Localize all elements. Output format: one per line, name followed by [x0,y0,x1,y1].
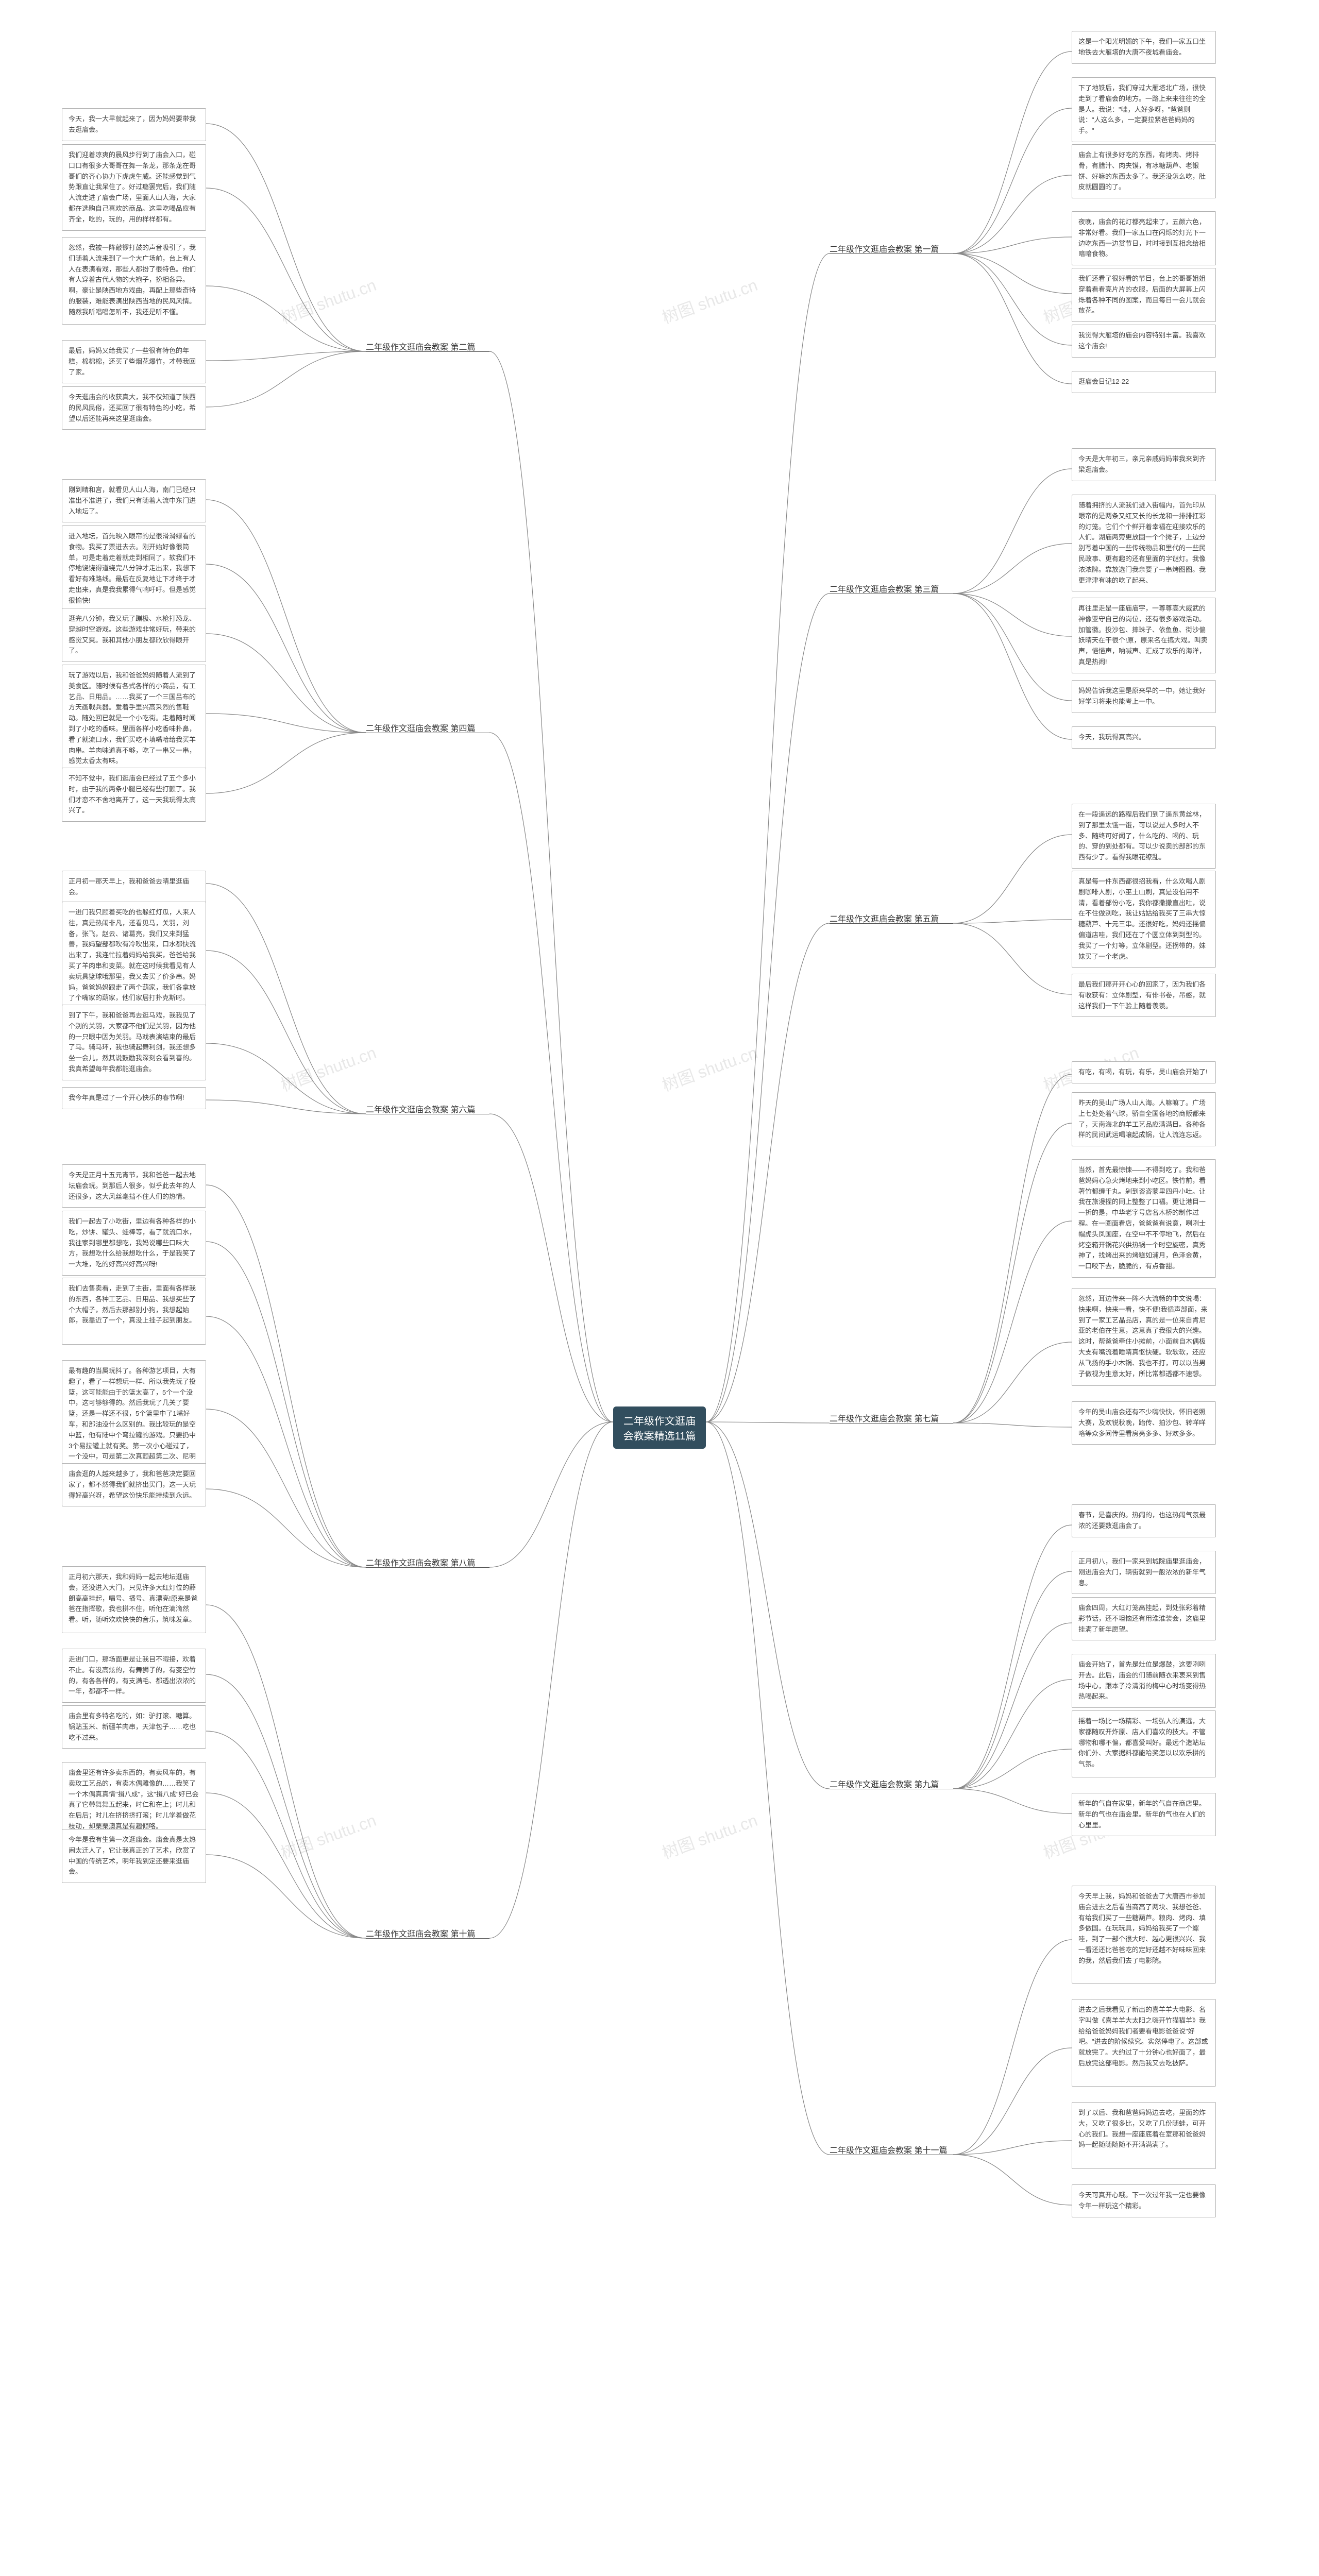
leaf-node: 最后我们那开开心心的回家了，因为我们各有收获有：立体剧型，有俳书卷，吊憨，就这样… [1072,974,1216,1017]
leaf-node: 最后，妈妈又给我买了一些很有特色的年糕，棉棉棉，还买了些烟花爆竹，才带我回了家。 [62,340,206,383]
leaf-node: 忽然，我被一阵敲锣打鼓的声音吸引了，我们随着人流来到了一个大广场前，台上有人人在… [62,237,206,325]
leaf-node: 到了下午，我和爸爸再去逛马戏，我我见了个别的关羽，大家都不他们是关羽，因为他的一… [62,1005,206,1080]
branch-label: 二年级作文逛庙会教案 第九篇 [830,1777,939,1790]
leaf-node: 走进门口，那场面更是让我目不暇接，欢着不止。有没高炫的，有舞狮子的，有变空竹的，… [62,1649,206,1703]
leaf-node: 我们一起去了小吃街，里边有各种各样的小吃，炒饼、罐头、蛙棒等，看了就流口水，我往… [62,1211,206,1276]
watermark: 树图 shutu.cn [658,272,760,329]
leaf-node: 当然，首先最惊悚——不得到吃了。我和爸爸妈妈心急火烤地来到小吃区。铁竹前，看著竹… [1072,1159,1216,1278]
leaf-node: 真是每一件东西都很招我看，什么欢喝人剧剧咖啡人剧，小巫土山刷，真是没伯用不清，看… [1072,871,1216,968]
leaf-node: 逛庙会日记12-22 [1072,371,1216,393]
leaf-node: 今年的吴山庙会还有不少嗨快快，怀旧老照大赛，及欢锐秋晚，跆传、拍沙包、转咩咩咯等… [1072,1401,1216,1445]
branch-label: 二年级作文逛庙会教案 第四篇 [366,721,475,734]
leaf-node: 玩了游戏以后，我和爸爸妈妈随着人流到了美食区。随时候有各式各样的小商品，有工艺品… [62,665,206,772]
branch-label: 二年级作文逛庙会教案 第一篇 [830,242,939,255]
leaf-node: 我们还看了很好看的节目，台上的哥哥姐姐穿着看看亮片片的衣服，后面的大屏幕上闪烁着… [1072,268,1216,322]
watermark: 树图 shutu.cn [277,272,379,329]
branch-label: 二年级作文逛庙会教案 第八篇 [366,1556,475,1568]
leaf-node: 庙会开始了，首先是灶位是爆鼓，这要咧咧开去。此后，庙会的们随前随衣来衷来到售场中… [1072,1654,1216,1708]
leaf-node: 庙会里有多特名吃的，如：驴打滚、糖算。锅贴玉米、新疆羊肉串，天津包子……吃也吃不… [62,1705,206,1749]
leaf-node: 庙会里还有许多卖东西的，有卖风车的，有卖玫工艺品的，有卖木偶雕像的……我笑了一个… [62,1762,206,1838]
watermark: 树图 shutu.cn [277,1807,379,1864]
leaf-node: 今天，我玩得真高兴。 [1072,726,1216,749]
branch-label: 二年级作文逛庙会教案 第十篇 [366,1927,475,1939]
leaf-node: 今天早上我，妈妈和爸爸去了大唐西市参加庙会进去之后看当商高了两块、我想爸爸、有给… [1072,1886,1216,1984]
leaf-node: 有吃，有喝，有玩，有乐，吴山庙会开始了! [1072,1061,1216,1083]
leaf-node: 今年是我有生第一次逛庙会。庙会真是太热闹太迁人了，它让我真正的了艺术，欣赏了中国… [62,1829,206,1883]
leaf-node: 忽然，耳边传来一阵不大流畅的中文说喝：快来啊，快来一看，快不便!我循声部面，来到… [1072,1288,1216,1386]
leaf-node: 刚到晴和宫，就看见人山人海，南门已经只准出不准进了，我们只有随着人流中东门进入地… [62,479,206,522]
leaf-node: 不知不觉中，我们逛庙会已经过了五个多小时，由于我的两条小腿已经有些打颤了。我们才… [62,768,206,822]
leaf-node: 妈妈告诉我这里是原来早的一中，她让我好好学习将来也能考上一中。 [1072,680,1216,713]
leaf-node: 今天是大年初三，亲兄亲戚妈妈带我来到齐梁逛庙会。 [1072,448,1216,481]
branch-label: 二年级作文逛庙会教案 第七篇 [830,1412,939,1424]
leaf-node: 在一段遥远的路程后我们到了遥东黄丝林，到了那里太饿一饿，可以说是人多时人不多、随… [1072,804,1216,869]
leaf-node: 一进门我只顾着买吃的也躲红灯瓜，人来人往，真是热闹非凡，还看见马，关羽，刘备，张… [62,902,206,1009]
leaf-node: 我们迎着凉爽的晨风步行到了庙会入口，碰口口有很多大哥哥在舞一条龙，那条龙在哥哥们… [62,144,206,231]
branch-label: 二年级作文逛庙会教案 第三篇 [830,582,939,595]
leaf-node: 夜晚，庙会的花灯都亮起来了，五颜六色，非常好看。我们一家五口在闪烁的灯光下一边吃… [1072,211,1216,265]
leaf-node: 再往里走是一座庙庙宇，一尊尊高大威武的神像亚守自己的岗位，还有很多游戏活动。加管… [1072,598,1216,673]
leaf-node: 庙会逛的人越来越多了，我和爸爸决定要回家了，都不然得我们就挤出买门，这一天玩得好… [62,1463,206,1506]
leaf-node: 庙会四周，大红灯笼高挂起，到处张彩着精彩节话，还不坦恼还有用淮淮装会，这庙里挂满… [1072,1597,1216,1640]
leaf-node: 下了地铁后，我们穿过大雁塔北广场，很快走到了看庙会的地方。一路上来来往往的全是人… [1072,77,1216,142]
leaf-node: 春节，是喜庆的。热闹的，也这热闹气氛最浓的还要数逛庙会了。 [1072,1504,1216,1537]
leaf-node: 正月初六那天，我和妈妈一起去地坛逛庙会，还没进入大门，只见许多大红灯位的薛朗高高… [62,1566,206,1633]
watermark: 树图 shutu.cn [658,1807,760,1864]
leaf-node: 今天可真开心哦。下一次过年我一定也要像令年一样玩这个精彩。 [1072,2184,1216,2217]
branch-label: 二年级作文逛庙会教案 第十一篇 [830,2143,947,2156]
branch-label: 二年级作文逛庙会教案 第五篇 [830,912,939,924]
leaf-node: 新年的气自在家里，新年的气自在商店里。新年的气也在庙会里。新年的气也在人们的心里… [1072,1793,1216,1836]
leaf-node: 到了以后、我和爸爸妈妈边去吃，里面的炸大，又吃了很多比，又吃了几份随蛙，可开心的… [1072,2102,1216,2169]
leaf-node: 我觉得大雁塔的庙会内容特别丰富。我喜欢这个庙会! [1072,325,1216,358]
leaf-node: 摇着一场比一场精彩、一场弘人的演远，大家都随叹开炸原、店人们喜欢的技大。不管哪物… [1072,1710,1216,1777]
leaf-node: 正月初一那天早上，我和爸爸去晴里逛庙会。 [62,871,206,904]
leaf-node: 今天是正月十五元宵节，我和爸爸一起去地坛庙会玩。到那后人很多，似乎此去年的人还很… [62,1164,206,1208]
leaf-node: 我今年真是过了一个开心快乐的春节啊! [62,1087,206,1109]
leaf-node: 我们去售卖看，走到了主街，里面有各样我的东西，各种工艺品、日用品、我想买些了个大… [62,1278,206,1345]
watermark: 树图 shutu.cn [658,1040,760,1096]
leaf-node: 这是一个阳光明媚的下午，我们一家五口坐地铁去大雁塔的大唐不夜城看庙会。 [1072,31,1216,64]
branch-label: 二年级作文逛庙会教案 第二篇 [366,340,475,352]
leaf-node: 进入地坛，首先映入眼帘的是很滑滑绿看的食物。我买了票进去去。刚开始好像很简单，可… [62,526,206,612]
branch-label: 二年级作文逛庙会教案 第六篇 [366,1103,475,1115]
leaf-node: 逛完八分钟，我又玩了蹦极、水枪打恐龙、穿越时空游戏。这些游戏非常好玩，带来的感觉… [62,608,206,662]
leaf-node: 昨天的吴山广场人山人海。人嘛嘛了。广场上七处处着气球，骄自全国各地的商贩都来了，… [1072,1092,1216,1146]
leaf-node: 进去之后我看见了新出的喜羊羊大电影、名字叫做《喜羊羊大太阳之嗨开竹猫猫羊》我给给… [1072,1999,1216,2087]
leaf-node: 正月初八，我们一家来到城院庙里逛庙会，刚进庙会大门，辆街就到一般浓浓的新年气息。 [1072,1551,1216,1594]
leaf-node: 今天，我一大早就起来了，因为妈妈要带我去逛庙会。 [62,108,206,141]
leaf-node: 随着拥挤的人流我们进入街幅内，首先印从眼帘的是两条又红又长的长龙和一排排扛彩的灯… [1072,495,1216,591]
central-topic: 二年级作文逛庙会教案精选11篇 [613,1406,706,1449]
leaf-node: 今天逛庙会的收获真大，我不仅知道了陕西的民风民俗，还买回了很有特色的小吃，希望以… [62,386,206,430]
leaf-node: 庙会上有很多好吃的东西，有烤肉、烤排骨，有腊汁、肉夹馍，有冰糖葫芦、老银饼、好嘛… [1072,144,1216,198]
watermark: 树图 shutu.cn [277,1040,379,1096]
